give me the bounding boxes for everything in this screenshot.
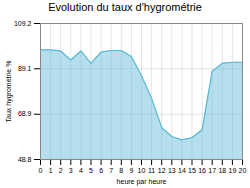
- svg-text:3: 3: [69, 167, 73, 174]
- svg-text:19: 19: [229, 167, 237, 174]
- svg-text:11: 11: [148, 167, 155, 174]
- svg-text:2: 2: [59, 167, 63, 174]
- svg-text:1: 1: [49, 167, 53, 174]
- svg-text:6: 6: [99, 167, 103, 174]
- svg-text:7: 7: [109, 167, 113, 174]
- svg-text:48.8: 48.8: [18, 156, 32, 163]
- svg-text:89.1: 89.1: [18, 65, 32, 72]
- svg-text:0: 0: [39, 167, 43, 174]
- svg-text:15: 15: [188, 167, 196, 174]
- svg-text:20: 20: [239, 167, 247, 174]
- svg-text:12: 12: [158, 167, 166, 174]
- svg-text:heure par heure: heure par heure: [117, 178, 167, 186]
- svg-text:9: 9: [129, 167, 133, 174]
- svg-text:18: 18: [218, 167, 226, 174]
- svg-text:4: 4: [79, 167, 83, 174]
- html-text:Evolution du taux d'hygrométri: Evolution du taux d'hygrométrie: [48, 1, 202, 13]
- svg-text:16: 16: [198, 167, 206, 174]
- svg-text:109.2: 109.2: [14, 20, 32, 27]
- svg-text:Taux hygrométrie %: Taux hygrométrie %: [5, 61, 13, 123]
- svg-text:10: 10: [138, 167, 146, 174]
- svg-text:17: 17: [208, 167, 216, 174]
- svg-text:68.9: 68.9: [18, 110, 32, 117]
- svg-text:14: 14: [178, 167, 186, 174]
- svg-text:8: 8: [119, 167, 123, 174]
- svg-text:13: 13: [168, 167, 176, 174]
- svg-text:5: 5: [89, 167, 93, 174]
